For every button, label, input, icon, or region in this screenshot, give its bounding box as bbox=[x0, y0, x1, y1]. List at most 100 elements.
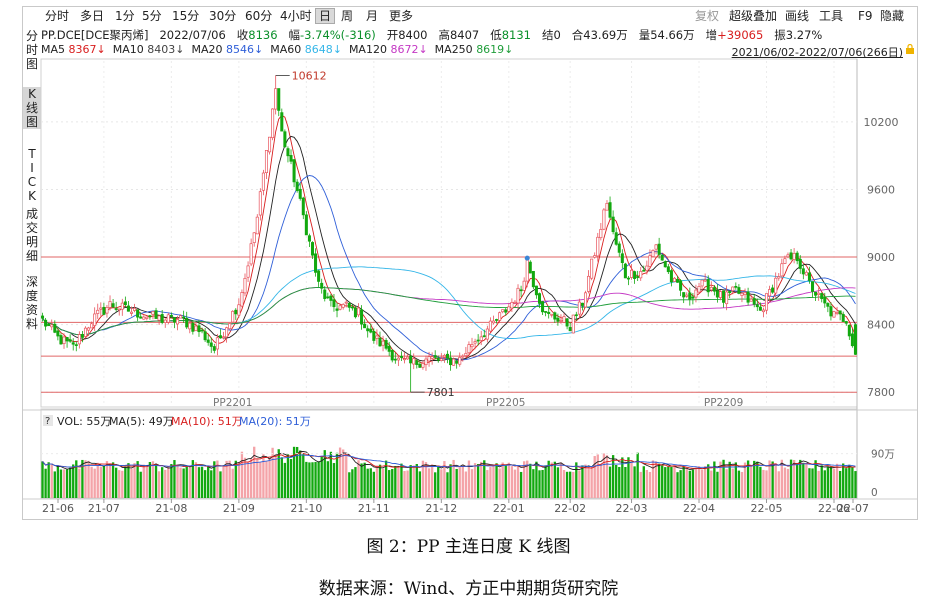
candle-body bbox=[623, 263, 627, 279]
period-tab-multiday[interactable]: 多日 bbox=[80, 9, 105, 23]
volume-bar bbox=[728, 461, 731, 498]
candle-body bbox=[715, 290, 719, 298]
candle-body bbox=[694, 289, 698, 298]
sidebar-item-4[interactable]: 深度资料 bbox=[25, 275, 38, 331]
hide-button[interactable]: 隐藏 bbox=[880, 9, 905, 23]
volume-bar bbox=[470, 469, 474, 498]
volume-bar bbox=[749, 465, 753, 498]
period-tab-intraday[interactable]: 分时 bbox=[45, 9, 70, 23]
candle-body bbox=[531, 270, 535, 288]
candle-body bbox=[133, 307, 137, 311]
candle-body bbox=[850, 333, 854, 347]
volume-bar bbox=[519, 471, 523, 498]
volume-bar bbox=[838, 470, 842, 498]
volume-bar bbox=[768, 460, 771, 498]
volume-bar bbox=[526, 460, 529, 498]
candle-body bbox=[252, 232, 256, 243]
candle-body bbox=[458, 357, 462, 365]
adjust-button[interactable]: 复权 bbox=[695, 9, 720, 23]
candle-body bbox=[261, 172, 265, 191]
oi-value: 43.69万 bbox=[583, 28, 628, 42]
volume-bar bbox=[145, 466, 149, 498]
low-label: 低 bbox=[490, 28, 502, 42]
super-overlay-button[interactable]: 超级叠加 bbox=[729, 9, 778, 23]
candle-body bbox=[605, 202, 609, 211]
candle-body bbox=[120, 302, 124, 310]
volume-bar bbox=[780, 459, 784, 498]
volume-bar bbox=[792, 459, 796, 498]
volume-bar bbox=[688, 470, 691, 498]
volume-bar bbox=[164, 469, 167, 498]
volume-label: VOL: 55万 bbox=[57, 415, 111, 428]
f9-button[interactable]: F9 bbox=[858, 9, 873, 23]
x-tick-3: 21-09 bbox=[223, 502, 255, 515]
volume-bar bbox=[237, 461, 241, 498]
candle-body bbox=[209, 342, 213, 347]
period-tab-daily[interactable]: 日 bbox=[315, 8, 336, 24]
volume-bar bbox=[391, 468, 394, 498]
period-tab-monthly[interactable]: 月 bbox=[366, 9, 379, 23]
candle-body bbox=[240, 292, 244, 307]
volume-bar bbox=[802, 462, 805, 498]
candle-body bbox=[651, 250, 655, 257]
volume-bar bbox=[498, 468, 501, 498]
volume-bar bbox=[467, 460, 471, 498]
x-tick-1: 21-07 bbox=[88, 502, 120, 515]
lock-icon[interactable] bbox=[905, 44, 915, 54]
candle-body bbox=[746, 291, 750, 303]
volume-bar bbox=[483, 460, 486, 498]
period-tab-60min[interactable]: 60分 bbox=[245, 9, 273, 23]
candle-body bbox=[657, 243, 661, 255]
candle-body bbox=[381, 340, 385, 346]
volume-bar bbox=[167, 466, 170, 498]
volume-bar bbox=[406, 470, 409, 498]
candle-body bbox=[537, 293, 542, 304]
draw-line-button[interactable]: 画线 bbox=[785, 9, 810, 23]
volume-bar bbox=[157, 471, 161, 498]
volume-bar bbox=[805, 463, 808, 498]
sidebar-item-3[interactable]: 成交明细 bbox=[25, 207, 38, 263]
period-tab-more[interactable]: 更多 bbox=[389, 9, 414, 23]
candle-body bbox=[614, 232, 618, 245]
date-range-button[interactable]: 2021/06/02-2022/07/06(266日) bbox=[731, 46, 903, 59]
candle-body bbox=[160, 314, 164, 323]
period-tab-15min[interactable]: 15分 bbox=[172, 9, 200, 23]
period-tab-weekly[interactable]: 周 bbox=[341, 9, 354, 23]
candle-body bbox=[740, 292, 744, 296]
volume-bar bbox=[789, 459, 793, 498]
max-price-label: 10612 bbox=[292, 69, 327, 82]
candle-body bbox=[786, 254, 790, 258]
volume-bar bbox=[504, 464, 507, 498]
volume-bar bbox=[661, 465, 664, 498]
candle-body bbox=[74, 344, 78, 346]
event-dot bbox=[524, 255, 530, 261]
candle-body bbox=[550, 313, 554, 316]
candle-body bbox=[685, 294, 689, 297]
candle-body bbox=[838, 310, 842, 315]
candle-body bbox=[102, 306, 106, 315]
sidebar-item-0[interactable]: 分时图 bbox=[25, 29, 38, 71]
volume-bar bbox=[608, 466, 612, 498]
volume-bar bbox=[615, 464, 618, 498]
volume-bar bbox=[642, 466, 645, 498]
candle-body bbox=[154, 310, 158, 319]
volume-bar bbox=[219, 471, 222, 498]
volume-bar bbox=[72, 464, 75, 498]
tools-button[interactable]: 工具 bbox=[819, 9, 844, 23]
period-tab-1min[interactable]: 1分 bbox=[115, 9, 135, 23]
candle-body bbox=[841, 313, 845, 322]
candle-body bbox=[145, 316, 149, 319]
candle-body bbox=[669, 270, 673, 283]
volume-bar bbox=[283, 462, 287, 498]
candle-body bbox=[393, 358, 397, 361]
x-tick-11: 22-05 bbox=[751, 502, 783, 515]
period-tab-4hour[interactable]: 4小时 bbox=[280, 9, 312, 23]
period-tab-30min[interactable]: 30分 bbox=[209, 9, 237, 23]
period-tab-5min[interactable]: 5分 bbox=[142, 9, 162, 23]
volume-bar bbox=[360, 463, 363, 498]
candle-body bbox=[663, 261, 667, 268]
ma5-line bbox=[42, 114, 856, 364]
volume-bar bbox=[400, 463, 403, 498]
